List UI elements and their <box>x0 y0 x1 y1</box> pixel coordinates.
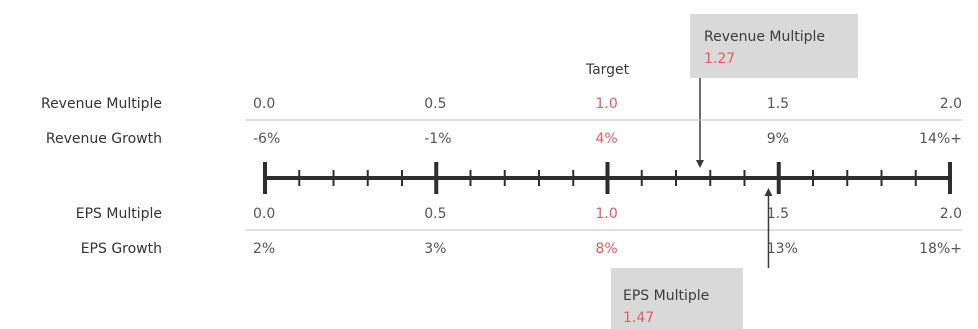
eps-growth-value: 8% <box>596 241 618 257</box>
eps-multiple-value: 0.0 <box>253 206 275 222</box>
revenue-multiple-value: 0.0 <box>253 96 275 112</box>
revenue-multiple-value: 0.5 <box>424 96 446 112</box>
revenue-callout-title: Revenue Multiple <box>704 29 825 45</box>
eps-growth-row-label: EPS Growth <box>81 241 162 257</box>
revenue-growth-value: 4% <box>596 131 618 147</box>
revenue-callout-box <box>690 14 858 78</box>
revenue-growth-value: -1% <box>424 131 451 147</box>
eps-multiple-value: 1.5 <box>767 206 789 222</box>
target-label: Target <box>585 62 630 78</box>
revenue-multiple-values: 0.0 0.5 1.0 1.5 2.0 <box>253 96 962 112</box>
axis-ticks <box>263 162 952 194</box>
revenue-growth-row-label: Revenue Growth <box>46 131 162 147</box>
eps-multiple-row-label: EPS Multiple <box>76 206 162 222</box>
eps-growth-value: 13% <box>767 241 798 257</box>
eps-growth-values: 2% 3% 8% 13% 18%+ <box>253 241 962 257</box>
revenue-pointer-arrowhead <box>695 160 704 168</box>
revenue-callout-value: 1.27 <box>704 51 735 67</box>
revenue-growth-values: -6% -1% 4% 9% 14%+ <box>253 131 962 147</box>
eps-pointer-arrowhead <box>764 188 773 196</box>
eps-growth-value: 3% <box>424 241 446 257</box>
eps-multiple-values: 0.0 0.5 1.0 1.5 2.0 <box>253 206 962 222</box>
eps-callout-box <box>611 268 743 329</box>
eps-multiple-value: 0.5 <box>424 206 446 222</box>
eps-multiple-value: 2.0 <box>940 206 962 222</box>
revenue-multiple-value: 2.0 <box>940 96 962 112</box>
revenue-growth-value: 14%+ <box>919 131 962 147</box>
revenue-growth-value: -6% <box>253 131 280 147</box>
eps-multiple-value: 1.0 <box>596 206 618 222</box>
eps-callout-value: 1.47 <box>623 310 654 326</box>
scale-axis <box>263 162 952 194</box>
revenue-multiple-value: 1.0 <box>596 96 618 112</box>
eps-callout-title: EPS Multiple <box>623 288 709 304</box>
revenue-multiple-value: 1.5 <box>767 96 789 112</box>
eps-multiple-callout: EPS Multiple 1.47 <box>611 188 773 329</box>
eps-growth-value: 18%+ <box>919 241 962 257</box>
eps-growth-value: 2% <box>253 241 275 257</box>
revenue-growth-value: 9% <box>767 131 789 147</box>
revenue-multiple-row-label: Revenue Multiple <box>41 96 162 112</box>
revenue-multiple-callout: Revenue Multiple 1.27 <box>690 14 858 168</box>
